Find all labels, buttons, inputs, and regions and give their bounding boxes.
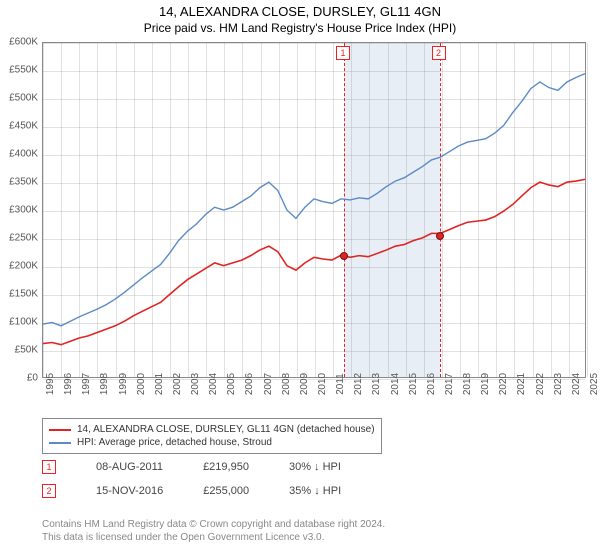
- xtick-label: 2007: [263, 373, 274, 395]
- transaction-date: 08-AUG-2011: [96, 461, 163, 473]
- xtick-label: 1998: [99, 373, 110, 395]
- xtick-label: 2013: [371, 373, 382, 395]
- ytick-label: £400K: [2, 149, 38, 160]
- xtick-label: 2002: [172, 373, 183, 395]
- transaction-delta: 30% ↓ HPI: [289, 461, 341, 473]
- xtick-label: 2024: [571, 373, 582, 395]
- ytick-label: £150K: [2, 289, 38, 300]
- xtick-label: 2012: [353, 373, 364, 395]
- xtick-label: 2025: [589, 373, 600, 395]
- transaction-row: 1 08-AUG-2011 £219,950 30% ↓ HPI: [42, 460, 341, 474]
- transaction-row-badge: 2: [42, 484, 56, 498]
- ytick-label: £50K: [2, 345, 38, 356]
- plot-area: [42, 42, 586, 378]
- ytick-label: £0: [2, 373, 38, 384]
- series-svg: [43, 43, 585, 377]
- xtick-label: 2016: [426, 373, 437, 395]
- xtick-label: 2023: [553, 373, 564, 395]
- xtick-label: 2005: [226, 373, 237, 395]
- xtick-label: 2017: [444, 373, 455, 395]
- footnote: Contains HM Land Registry data © Crown c…: [42, 518, 385, 544]
- ytick-label: £600K: [2, 37, 38, 48]
- xtick-label: 2015: [408, 373, 419, 395]
- xtick-label: 2009: [299, 373, 310, 395]
- transaction-badge: 1: [336, 46, 350, 60]
- xtick-label: 2004: [208, 373, 219, 395]
- xtick-label: 2018: [462, 373, 473, 395]
- ytick-label: £450K: [2, 121, 38, 132]
- xtick-label: 2021: [516, 373, 527, 395]
- transaction-date: 15-NOV-2016: [96, 485, 163, 497]
- xtick-label: 2010: [317, 373, 328, 395]
- xtick-label: 2001: [154, 373, 165, 395]
- xtick-label: 2000: [136, 373, 147, 395]
- xtick-label: 2011: [335, 373, 346, 395]
- transaction-delta: 35% ↓ HPI: [289, 485, 341, 497]
- footnote-line: Contains HM Land Registry data © Crown c…: [42, 518, 385, 531]
- ytick-label: £500K: [2, 93, 38, 104]
- transaction-price: £219,950: [203, 461, 249, 473]
- transaction-row-badge: 1: [42, 460, 56, 474]
- page-subtitle: Price paid vs. HM Land Registry's House …: [0, 19, 600, 35]
- ytick-label: £300K: [2, 205, 38, 216]
- transaction-badge: 2: [432, 46, 446, 60]
- xtick-label: 2019: [480, 373, 491, 395]
- xtick-label: 2020: [498, 373, 509, 395]
- legend-label: HPI: Average price, detached house, Stro…: [77, 437, 272, 448]
- xtick-label: 1999: [118, 373, 129, 395]
- series-hpi: [43, 74, 585, 326]
- ytick-label: £200K: [2, 261, 38, 272]
- gridline-v: [587, 43, 588, 377]
- chart-container: 14, ALEXANDRA CLOSE, DURSLEY, GL11 4GN P…: [0, 0, 600, 560]
- legend: 14, ALEXANDRA CLOSE, DURSLEY, GL11 4GN (…: [42, 418, 382, 454]
- legend-item: HPI: Average price, detached house, Stro…: [49, 436, 375, 449]
- transaction-point: [340, 252, 348, 260]
- xtick-label: 1996: [63, 373, 74, 395]
- legend-item: 14, ALEXANDRA CLOSE, DURSLEY, GL11 4GN (…: [49, 423, 375, 436]
- xtick-label: 2003: [190, 373, 201, 395]
- xtick-label: 2008: [281, 373, 292, 395]
- ytick-label: £100K: [2, 317, 38, 328]
- xtick-label: 1997: [81, 373, 92, 395]
- ytick-label: £250K: [2, 233, 38, 244]
- legend-swatch: [49, 442, 71, 444]
- legend-swatch: [49, 429, 71, 431]
- page-title: 14, ALEXANDRA CLOSE, DURSLEY, GL11 4GN: [0, 0, 600, 19]
- transaction-row: 2 15-NOV-2016 £255,000 35% ↓ HPI: [42, 484, 341, 498]
- xtick-label: 2022: [535, 373, 546, 395]
- legend-label: 14, ALEXANDRA CLOSE, DURSLEY, GL11 4GN (…: [77, 424, 375, 435]
- series-property: [43, 179, 585, 344]
- xtick-label: 1995: [45, 373, 56, 395]
- transaction-point: [436, 232, 444, 240]
- xtick-label: 2006: [244, 373, 255, 395]
- ytick-label: £550K: [2, 65, 38, 76]
- transaction-price: £255,000: [203, 485, 249, 497]
- footnote-line: This data is licensed under the Open Gov…: [42, 531, 385, 544]
- ytick-label: £350K: [2, 177, 38, 188]
- xtick-label: 2014: [390, 373, 401, 395]
